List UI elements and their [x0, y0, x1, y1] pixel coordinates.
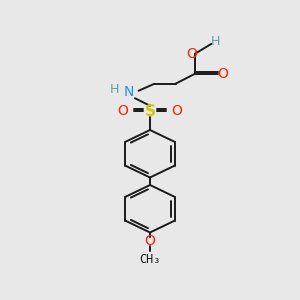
Text: N: N — [123, 85, 134, 100]
Text: H: H — [110, 83, 119, 96]
Text: O: O — [186, 47, 197, 61]
Text: CH₃: CH₃ — [139, 253, 161, 266]
Text: O: O — [118, 104, 128, 118]
Text: S: S — [145, 104, 155, 119]
Text: H: H — [210, 35, 220, 48]
Text: O: O — [218, 67, 228, 81]
Text: O: O — [145, 234, 155, 248]
Text: O: O — [172, 104, 182, 118]
